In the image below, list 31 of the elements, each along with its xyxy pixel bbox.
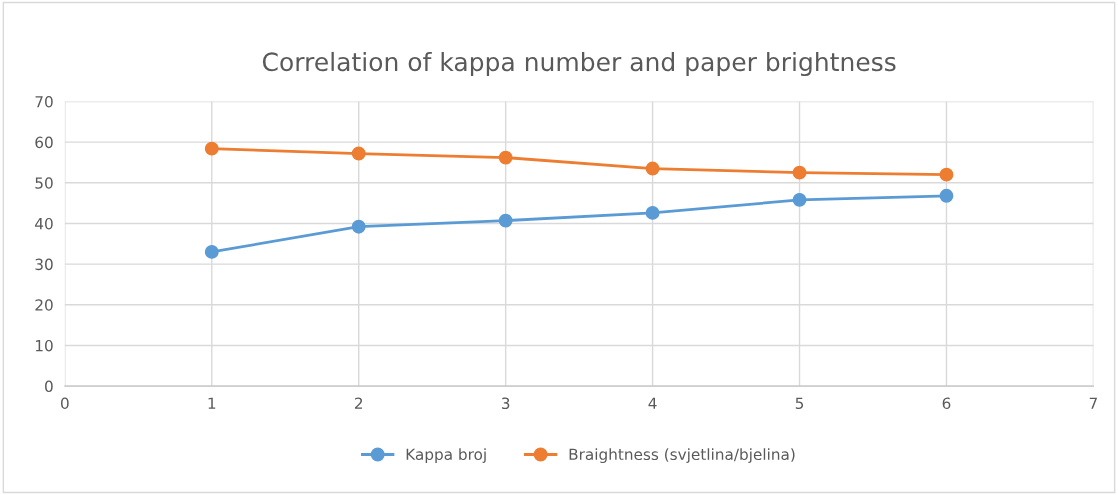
x-tick-label: 5: [795, 397, 804, 410]
point: [939, 188, 954, 203]
point: [351, 219, 366, 234]
point: [204, 141, 219, 156]
x-tick-label: 3: [501, 397, 510, 410]
point: [645, 205, 660, 220]
point: [351, 146, 366, 161]
x-tick-label: 6: [942, 397, 951, 410]
chart-title: Correlation of kappa number and paper brightness: [262, 51, 896, 77]
point: [498, 150, 513, 165]
y-tick-label: 50: [35, 177, 53, 189]
point: [645, 161, 660, 176]
y-tick-label: 60: [35, 136, 53, 149]
y-tick-label: 70: [35, 95, 53, 108]
x-tick-label: 0: [60, 397, 69, 410]
x-tick-label: 2: [354, 397, 363, 409]
point: [498, 213, 513, 228]
y-tick-label: 20: [35, 299, 53, 311]
legend-label: Braightness (svjetlina/bjelina): [569, 448, 795, 464]
x-tick-label: 1: [208, 397, 216, 409]
point: [204, 244, 219, 259]
y-tick-label: 10: [35, 339, 53, 352]
point: [792, 165, 807, 180]
x-tick-label: 7: [1089, 397, 1097, 409]
x-tick-label: 4: [648, 397, 657, 409]
y-tick-label: 40: [35, 217, 53, 230]
y-tick-label: 0: [45, 380, 53, 393]
legend-label: Kappa broj: [406, 448, 486, 464]
point: [939, 167, 954, 182]
y-tick-label: 30: [35, 258, 53, 271]
point: [792, 192, 807, 207]
